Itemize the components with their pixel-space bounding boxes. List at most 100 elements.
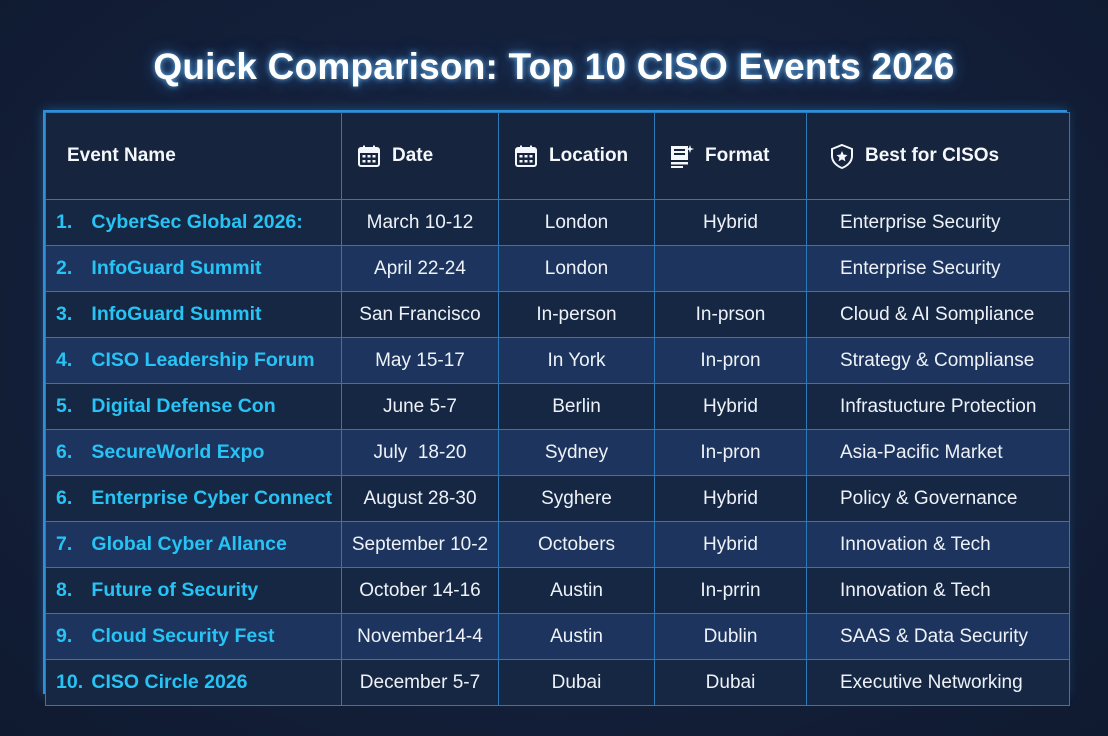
table-row: 8. Future of Security October 14-16 Aust… [45,567,1070,614]
table-row: 4. CISO Leadership Forum May 15-17 In Yo… [45,337,1070,384]
event-name-cell: 5. Digital Defense Con [45,383,342,430]
event-name-cell: 7. Global Cyber Allance [45,521,342,568]
date-cell: July 18-20 [341,429,499,476]
row-number: 5. [56,395,73,417]
date-cell: October 14-16 [341,567,499,614]
event-name-cell: 1. CyberSec Global 2026: [45,199,342,246]
event-name: Digital Defense Con [91,395,276,417]
header-label: Location [549,145,629,166]
format-cell: Hybrid [654,521,807,568]
event-name: SecureWorld Expo [91,441,265,463]
format-cell: In-prson [654,291,807,338]
location-cell: Berlin [498,383,655,430]
location-cell: Sydney [498,429,655,476]
header-label: Best for CISOs [865,145,1000,166]
event-name-cell: 2. InfoGuard Summit [45,245,342,292]
format-cell: Dublin [654,613,807,660]
table-row: 6. SecureWorld Expo July 18-20 Sydney In… [45,429,1070,476]
table-row: 2. InfoGuard Summit April 22-24 London E… [45,245,1070,292]
calendar-icon [513,143,539,169]
date-cell: December 5-7 [341,659,499,706]
location-cell: Dubai [498,659,655,706]
format-cell: In-prrin [654,567,807,614]
row-number: 10. [56,671,84,693]
header-best-for-cisos: Best for CISOs [806,112,1070,200]
page-title: Quick Comparison: Top 10 CISO Events 202… [153,46,955,87]
date-cell: San Francisco [341,291,499,338]
best-for-cell: Infrastucture Protection [806,383,1070,430]
location-cell: In York [498,337,655,384]
header-event-name: Event Name [45,112,342,200]
event-name: CyberSec Global 2026: [91,211,303,233]
best-for-cell: Enterprise Security [806,245,1070,292]
event-name: Cloud Security Fest [91,625,275,647]
location-cell: London [498,245,655,292]
best-for-cell: Strategy & Complianse [806,337,1070,384]
format-cell: Hybrid [654,475,807,522]
event-name: Future of Security [91,579,259,601]
header-format: Format [654,112,807,200]
best-for-cell: Executive Networking [806,659,1070,706]
table-row: 3. InfoGuard Summit San Francisco In-per… [45,291,1070,338]
location-cell: Austin [498,567,655,614]
best-for-cell: Asia-Pacific Market [806,429,1070,476]
date-cell: September 10-2 [341,521,499,568]
best-for-cell: SAAS & Data Security [806,613,1070,660]
format-cell [654,245,807,292]
event-name: CISO Leadership Forum [91,349,315,371]
header-location: Location [498,112,655,200]
row-number: 7. [56,533,73,555]
table-row: 1. CyberSec Global 2026: March 10-12 Lon… [45,199,1070,246]
row-number: 6. [56,487,73,509]
calendar-icon [356,143,382,169]
format-cell: Hybrid [654,199,807,246]
format-cell: In-pron [654,337,807,384]
location-cell: London [498,199,655,246]
header-label: Date [392,145,434,166]
date-cell: August 28-30 [341,475,499,522]
event-name: CISO Circle 2026 [91,671,248,693]
format-cell: Hybrid [654,383,807,430]
shield-star-icon [829,143,855,169]
location-cell: Syghere [498,475,655,522]
header-label: Format [705,145,770,166]
format-cell: In-pron [654,429,807,476]
date-cell: May 15-17 [341,337,499,384]
event-name: Global Cyber Allance [91,533,287,555]
date-cell: November14-4 [341,613,499,660]
row-number: 8. [56,579,73,601]
format-cell: Dubai [654,659,807,706]
date-cell: March 10-12 [341,199,499,246]
table-row: 9. Cloud Security Fest November14-4 Aust… [45,613,1070,660]
comparison-table: Event Name [43,110,1070,706]
event-name: Enterprise Cyber Connect [91,487,332,509]
row-number: 2. [56,257,73,279]
table-row: 10. CISO Circle 2026 December 5-7 Dubai … [45,659,1070,706]
event-name-cell: 6. Enterprise Cyber Connect [45,475,342,522]
document-icon [669,143,695,169]
row-number: 6. [56,441,73,463]
best-for-cell: Enterprise Security [806,199,1070,246]
header-label: Event Name [67,145,176,166]
event-name-cell: 9. Cloud Security Fest [45,613,342,660]
header-date: Date [341,112,499,200]
table-row: 5. Digital Defense Con June 5-7 Berlin H… [45,383,1070,430]
table-header-row: Event Name [45,112,1070,200]
event-name-cell: 10. CISO Circle 2026 [45,659,342,706]
location-cell: In-person [498,291,655,338]
location-cell: Austin [498,613,655,660]
date-cell: April 22-24 [341,245,499,292]
event-name-cell: 3. InfoGuard Summit [45,291,342,338]
row-number: 4. [56,349,73,371]
best-for-cell: Policy & Governance [806,475,1070,522]
event-name-cell: 8. Future of Security [45,567,342,614]
event-name: InfoGuard Summit [91,257,262,279]
table-row: 7. Global Cyber Allance September 10-2 O… [45,521,1070,568]
event-name: InfoGuard Summit [91,303,262,325]
row-number: 9. [56,625,73,647]
table-row: 6. Enterprise Cyber Connect August 28-30… [45,475,1070,522]
location-cell: Octobers [498,521,655,568]
date-cell: June 5-7 [341,383,499,430]
best-for-cell: Innovation & Tech [806,567,1070,614]
best-for-cell: Innovation & Tech [806,521,1070,568]
